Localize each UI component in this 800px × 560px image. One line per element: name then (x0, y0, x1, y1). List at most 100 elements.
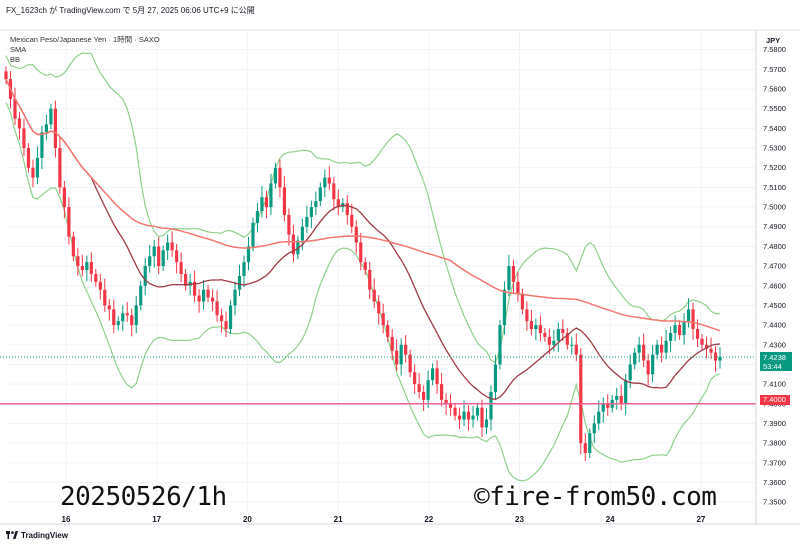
candle-body (422, 391, 426, 400)
candle (242, 255, 246, 288)
candle (651, 344, 655, 383)
candle (534, 318, 538, 341)
y-tick-label: 7.4700 (763, 262, 786, 271)
chart-legend[interactable]: Mexican Peso/Japanese Yen · 1時間 · SAXO S… (10, 35, 160, 65)
candle-body (426, 380, 430, 400)
y-tick-label: 7.5800 (763, 45, 786, 54)
candle (354, 220, 358, 254)
candle-body (103, 289, 107, 306)
candle (251, 217, 255, 252)
candle (381, 303, 385, 334)
candle (718, 347, 722, 369)
candle-body (431, 368, 435, 381)
tradingview-icon (6, 531, 18, 539)
candle (94, 269, 98, 287)
candle-body (408, 354, 412, 373)
candle (89, 252, 93, 283)
candle-body (628, 364, 632, 381)
candle (606, 394, 610, 416)
candle-body (125, 313, 129, 316)
candle-body (651, 354, 655, 375)
candle-body (305, 216, 309, 227)
candle-body (377, 301, 381, 314)
candle (669, 326, 673, 353)
tradingview-logo[interactable]: TradingView (6, 531, 68, 540)
candle (538, 315, 542, 342)
candle-body (112, 309, 116, 326)
candle-body (228, 305, 233, 330)
last-price-value: 7.4238 (763, 352, 786, 362)
candle-body (184, 273, 188, 286)
candle (44, 114, 49, 141)
candle (489, 385, 493, 431)
candle-body (615, 395, 619, 400)
y-tick-label: 7.3900 (763, 419, 786, 428)
candle-body (143, 266, 147, 286)
candle-body (561, 329, 565, 333)
candle-body (457, 415, 462, 420)
candle-body (642, 344, 646, 361)
candle-body (525, 309, 529, 322)
candle-body (700, 338, 704, 345)
candle-body (170, 242, 174, 251)
candle (561, 319, 565, 342)
y-tick-label: 7.4800 (763, 242, 786, 251)
candle (359, 232, 363, 271)
legend-bb[interactable]: BB (10, 55, 21, 64)
candle (134, 295, 138, 334)
candle (323, 169, 327, 198)
candle (31, 159, 35, 188)
candle-body (296, 240, 300, 255)
candle (556, 322, 560, 353)
y-tick-label: 7.4300 (763, 340, 786, 349)
candle-body (345, 203, 349, 215)
candle (282, 176, 287, 222)
candle-body (381, 313, 385, 326)
bar-countdown: 53:44 (763, 361, 782, 371)
candle (579, 348, 583, 455)
candle-body (529, 321, 533, 330)
candle-body (71, 236, 75, 257)
candle (161, 245, 165, 271)
candle-body (664, 340, 668, 353)
y-tick-label: 7.5700 (763, 65, 786, 74)
candle-body (399, 344, 403, 365)
legend-sma[interactable]: SMA (10, 45, 27, 54)
candle (107, 298, 111, 321)
y-tick-label: 7.5100 (763, 183, 786, 192)
candle (116, 316, 120, 331)
candle (435, 360, 439, 394)
y-tick-label: 7.5500 (763, 104, 786, 113)
candle (543, 328, 547, 342)
candle (368, 261, 372, 300)
y-tick-label: 7.3600 (763, 478, 786, 487)
candle-body (502, 289, 507, 326)
x-tick-label: 21 (334, 515, 343, 524)
candle (237, 264, 242, 297)
candle-body (439, 384, 444, 400)
candle-body (619, 395, 623, 404)
candle-body (314, 201, 318, 208)
x-tick-label: 24 (606, 515, 615, 524)
candle-body (570, 344, 574, 346)
candle-body (655, 344, 659, 355)
candle (404, 335, 408, 363)
candle-body (709, 348, 713, 353)
candle-body (44, 124, 49, 133)
candle-body (646, 360, 650, 375)
candle (475, 402, 480, 421)
candle-body (354, 226, 358, 243)
candle (278, 159, 282, 198)
candle-body (193, 281, 197, 296)
y-tick-label: 7.4400 (763, 321, 786, 330)
candle-body (309, 207, 313, 217)
candle-body (291, 234, 295, 255)
site-watermark: ©fire-from50.com (474, 482, 717, 512)
candle (71, 231, 75, 262)
candle-body (718, 356, 722, 361)
y-tick-label: 7.3700 (763, 458, 786, 467)
candle-body (350, 214, 354, 227)
candle-body (62, 187, 66, 208)
candle-body (264, 197, 269, 208)
candle (615, 387, 619, 410)
